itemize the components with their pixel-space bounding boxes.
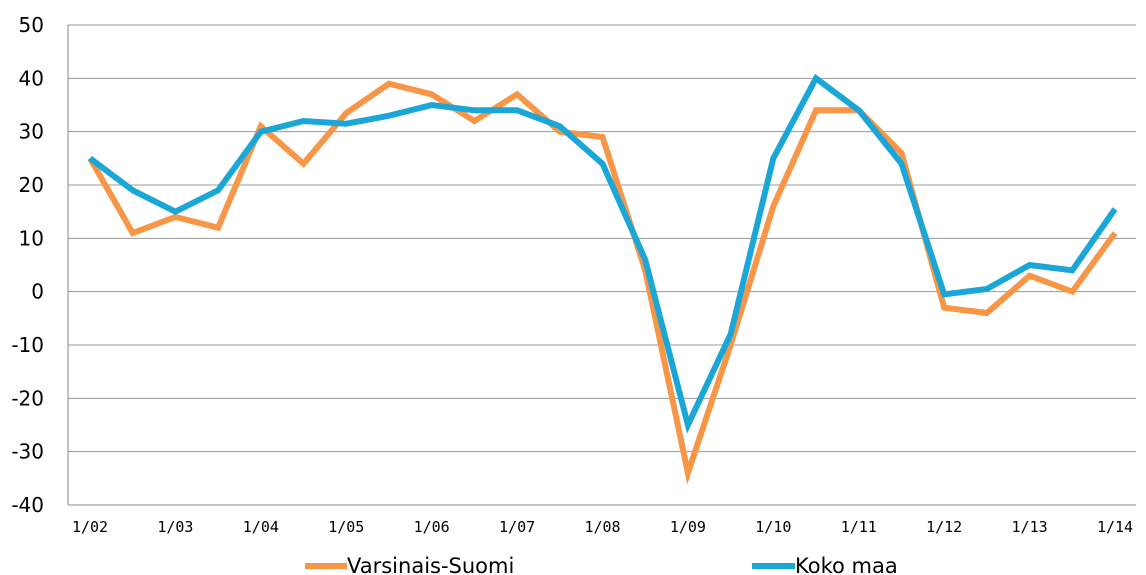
x-tick-label: 1/13 — [1012, 518, 1048, 536]
x-tick-label: 1/11 — [841, 518, 877, 536]
x-tick-label: 1/12 — [926, 518, 962, 536]
x-tick-label: 1/14 — [1097, 518, 1133, 536]
x-tick-label: 1/08 — [584, 518, 620, 536]
y-tick-label: -40 — [11, 493, 44, 517]
x-axis-ticks: 1/02 1/03 1/04 1/05 1/06 1/07 1/08 1/09 1/10 1/11… — [72, 518, 1133, 536]
x-tick-label: 1/05 — [328, 518, 364, 536]
legend-label-varsinais-suomi: Varsinais-Suomi — [347, 554, 514, 575]
y-tick-label: -10 — [11, 333, 44, 357]
y-tick-label: 40 — [19, 66, 44, 90]
series-line-varsinais-suomi — [87, 80, 1118, 485]
series-line-koko-maa — [88, 73, 1118, 434]
x-tick-label: 1/04 — [243, 518, 279, 536]
legend: Varsinais-Suomi Koko maa — [305, 554, 898, 575]
y-axis-ticks: 50 40 30 20 10 0 -10 -20 -30 -40 — [11, 13, 44, 517]
series-lines — [87, 73, 1118, 485]
x-tick-label: 1/09 — [670, 518, 706, 536]
grid-lines — [68, 24, 1136, 506]
x-tick-label: 1/06 — [414, 518, 450, 536]
y-tick-label: -30 — [11, 440, 44, 464]
x-tick-label: 1/10 — [755, 518, 791, 536]
legend-label-koko-maa: Koko maa — [795, 554, 898, 575]
y-tick-label: 30 — [19, 120, 44, 144]
y-tick-label: -20 — [11, 386, 44, 410]
x-tick-label: 1/02 — [72, 518, 108, 536]
y-tick-label: 10 — [19, 226, 44, 250]
y-tick-label: 50 — [19, 13, 44, 37]
y-tick-label: 20 — [19, 173, 44, 197]
y-tick-label: 0 — [31, 280, 44, 304]
x-tick-label: 1/07 — [499, 518, 535, 536]
x-tick-label: 1/03 — [157, 518, 193, 536]
